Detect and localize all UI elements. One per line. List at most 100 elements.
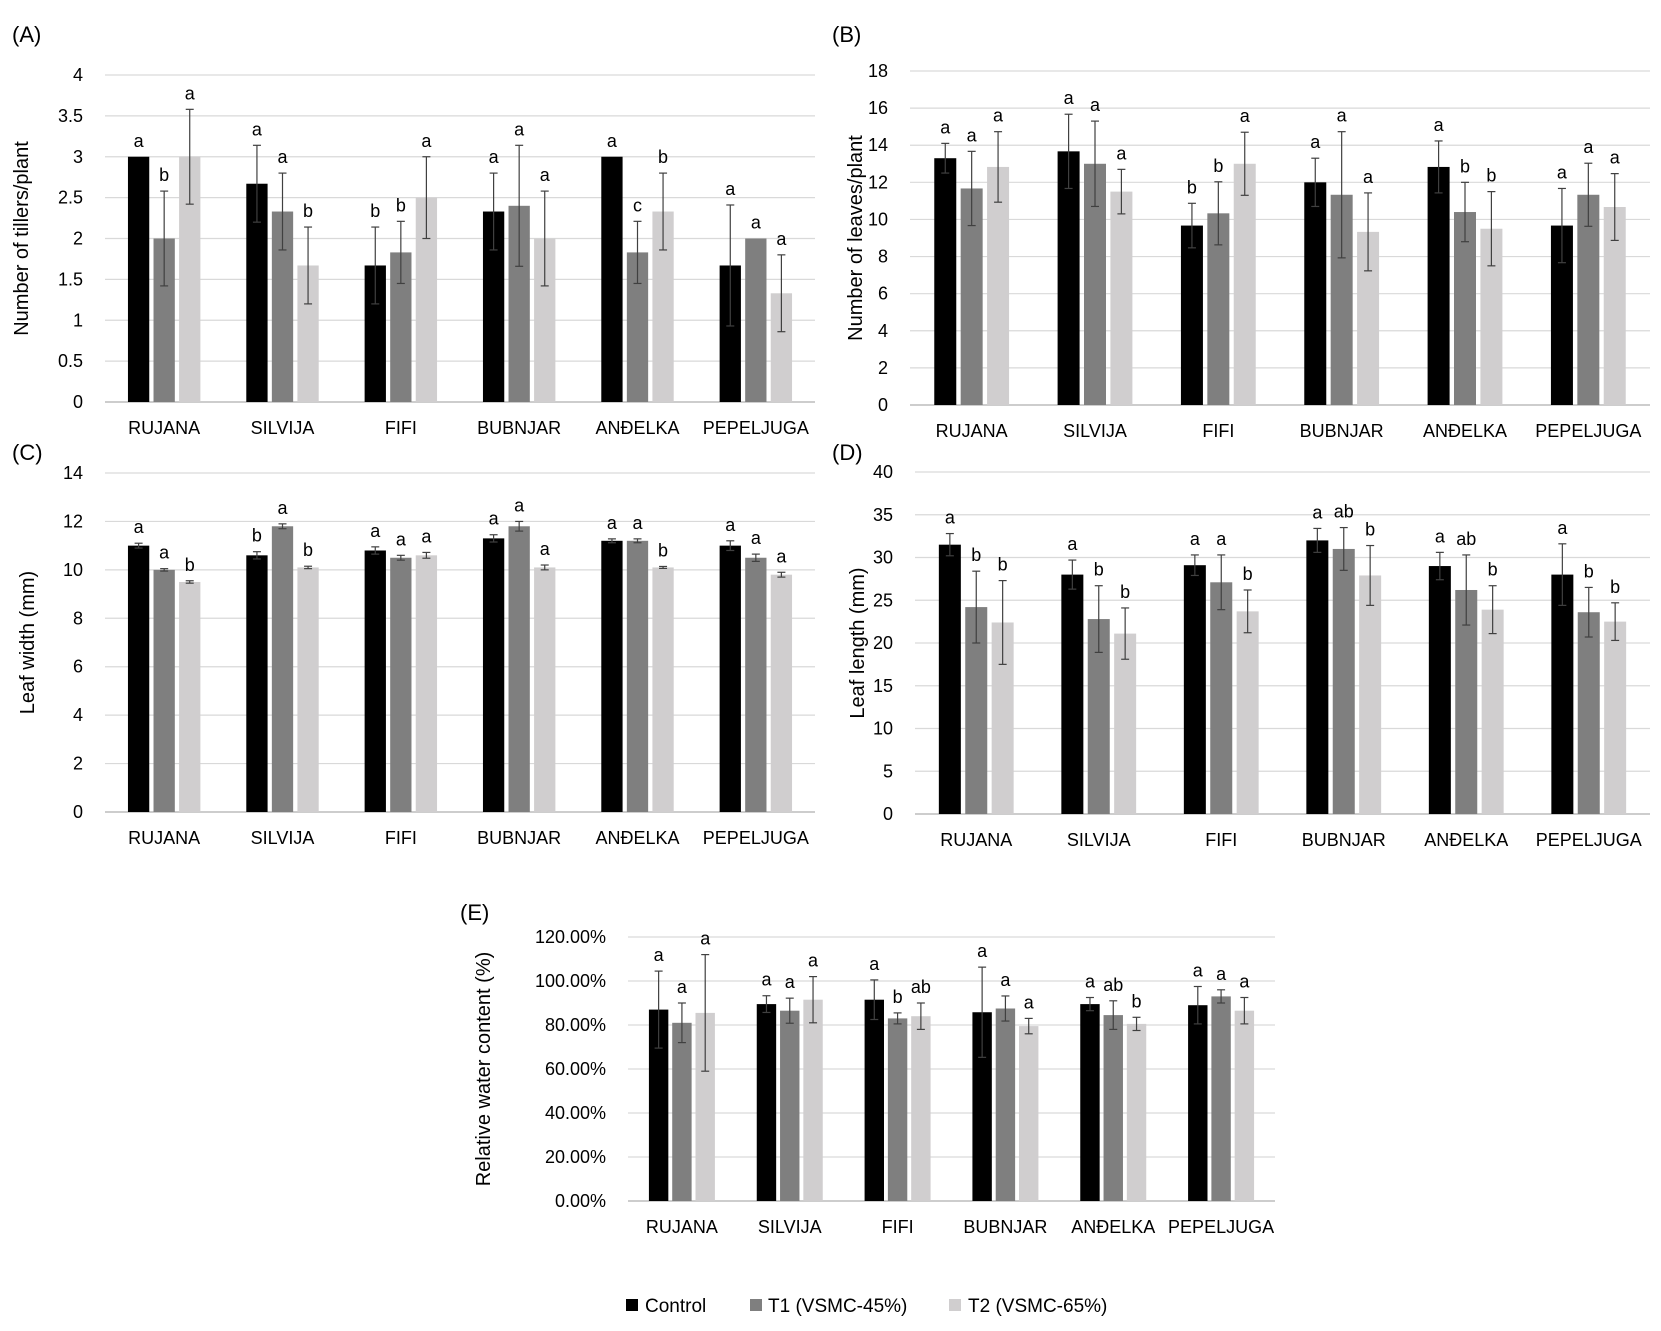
legend-swatch-control xyxy=(626,1299,638,1311)
bar xyxy=(1330,194,1353,405)
y-tick-label: 25 xyxy=(873,590,893,610)
bar xyxy=(672,1022,692,1201)
x-tick-label: ANĐELKA xyxy=(595,828,679,848)
significance-letter: b xyxy=(1243,564,1253,584)
bar xyxy=(1550,225,1573,405)
legend-swatch-t2 xyxy=(949,1299,961,1311)
bar xyxy=(508,526,530,812)
significance-letter: a xyxy=(1435,526,1446,546)
x-tick-label: PEPELJUGA xyxy=(703,828,809,848)
y-axis-title: Relative water content (%) xyxy=(473,952,495,1187)
y-tick-label: 0 xyxy=(878,395,888,415)
significance-letter: a xyxy=(159,543,170,563)
y-tick-label: 35 xyxy=(873,505,893,525)
significance-letter: b xyxy=(1120,582,1130,602)
bar xyxy=(1210,582,1233,814)
x-tick-label: FIFI xyxy=(385,418,417,438)
bar xyxy=(127,156,150,402)
significance-letter: b xyxy=(1488,560,1498,580)
y-tick-label: 20.00% xyxy=(545,1147,606,1167)
y-tick-label: 40.00% xyxy=(545,1103,606,1123)
bar xyxy=(534,567,556,812)
y-tick-label: 5 xyxy=(883,761,893,781)
significance-letter: b xyxy=(303,540,313,560)
bar xyxy=(1061,574,1084,814)
significance-letter: a xyxy=(677,977,688,997)
y-tick-label: 2 xyxy=(878,358,888,378)
bar xyxy=(934,158,957,405)
bar xyxy=(601,540,623,812)
x-tick-label: PEPELJUGA xyxy=(1535,421,1641,441)
bar xyxy=(1057,151,1080,405)
bar xyxy=(1211,996,1231,1201)
bar xyxy=(153,569,175,812)
bar xyxy=(297,265,319,402)
x-tick-label: SILVIJA xyxy=(1063,421,1127,441)
x-tick-label: ANĐELKA xyxy=(1424,830,1508,850)
bar xyxy=(864,999,884,1201)
significance-letter: a xyxy=(977,941,988,961)
legend: Control T1 (VSMC-45%) T2 (VSMC-65%) xyxy=(626,1296,1107,1317)
x-tick-label: RUJANA xyxy=(128,828,200,848)
x-tick-label: PEPELJUGA xyxy=(1168,1217,1274,1237)
bar xyxy=(1087,619,1110,814)
bar xyxy=(127,545,150,812)
bar xyxy=(271,526,294,812)
panel-c-label: (C) xyxy=(12,440,43,465)
x-tick-label: BUBNJAR xyxy=(1302,830,1386,850)
significance-letter: a xyxy=(134,517,145,537)
bar xyxy=(179,156,201,402)
y-axis-title: Number of tillers/plant xyxy=(11,141,33,336)
significance-letter: b xyxy=(1584,561,1594,581)
bar xyxy=(972,1012,992,1201)
significance-letter: b xyxy=(1610,577,1620,597)
panel-d: (D) 0 5 10 15 20 25 30 35 40 Leaf length (mm) RUJA… xyxy=(832,440,1650,850)
x-tick-label: FIFI xyxy=(1205,830,1237,850)
y-tick-label: 2 xyxy=(73,229,83,249)
bar xyxy=(246,183,268,402)
significance-letter: b xyxy=(159,165,169,185)
y-tick-label: 2.5 xyxy=(58,188,83,208)
y-tick-label: 18 xyxy=(868,61,888,81)
bar xyxy=(1103,1015,1123,1201)
bar xyxy=(1604,621,1627,814)
significance-letter: b xyxy=(185,555,195,575)
panel-e-label: (E) xyxy=(460,900,489,925)
significance-letter: a xyxy=(1239,972,1250,992)
significance-letter: a xyxy=(785,972,796,992)
bar xyxy=(601,156,623,402)
y-tick-label: 6 xyxy=(73,657,83,677)
significance-letter: b xyxy=(1187,177,1197,197)
x-tick-label: FIFI xyxy=(882,1217,914,1237)
bar xyxy=(508,205,530,402)
significance-letter: c xyxy=(633,195,642,215)
y-tick-label: 0.00% xyxy=(555,1191,606,1211)
significance-letter: b xyxy=(893,987,903,1007)
significance-letter: a xyxy=(654,945,665,965)
bar xyxy=(364,550,386,812)
panel-a: (A) 0 0.5 1 1.5 2 2.5 3 3.5 4 Number of tillers/p… xyxy=(11,22,815,438)
bar xyxy=(153,238,175,402)
x-tick-label: SILVIJA xyxy=(758,1217,822,1237)
x-tick-label: BUBNJAR xyxy=(1300,421,1384,441)
bar xyxy=(246,555,268,812)
y-tick-label: 40 xyxy=(873,462,893,482)
bar xyxy=(1110,191,1133,405)
significance-letter: a xyxy=(751,528,762,548)
significance-letter: a xyxy=(1240,106,1251,126)
bar xyxy=(1084,163,1106,405)
bar xyxy=(1304,182,1327,405)
y-tick-label: 0 xyxy=(73,392,83,412)
bar xyxy=(1577,194,1600,405)
y-tick-label: 3 xyxy=(73,147,83,167)
significance-letter: a xyxy=(277,147,288,167)
y-tick-label: 2 xyxy=(73,754,83,774)
bar xyxy=(1306,540,1329,814)
bar xyxy=(1603,207,1626,405)
significance-letter: a xyxy=(514,119,525,139)
significance-letter: a xyxy=(396,529,407,549)
bar xyxy=(1454,212,1476,405)
bar xyxy=(364,265,386,402)
x-tick-label: FIFI xyxy=(1202,421,1234,441)
